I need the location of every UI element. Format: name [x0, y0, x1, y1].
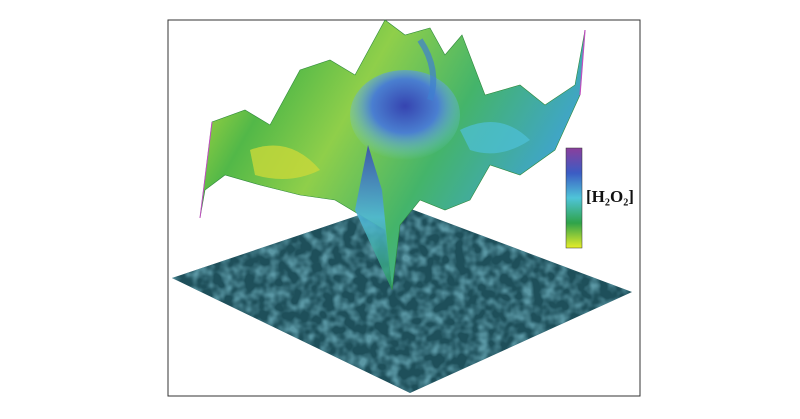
surface-spike [355, 145, 392, 290]
surface-edge [579, 29, 586, 96]
surface-ridge [417, 38, 437, 101]
surface-region [460, 122, 530, 154]
surface-region [250, 145, 320, 179]
surface-peak [350, 70, 460, 160]
base-texture [172, 203, 632, 393]
colorbar [565, 147, 583, 249]
colorbar-label: [H₂O₂] [586, 187, 634, 206]
surface-edge [199, 121, 213, 219]
